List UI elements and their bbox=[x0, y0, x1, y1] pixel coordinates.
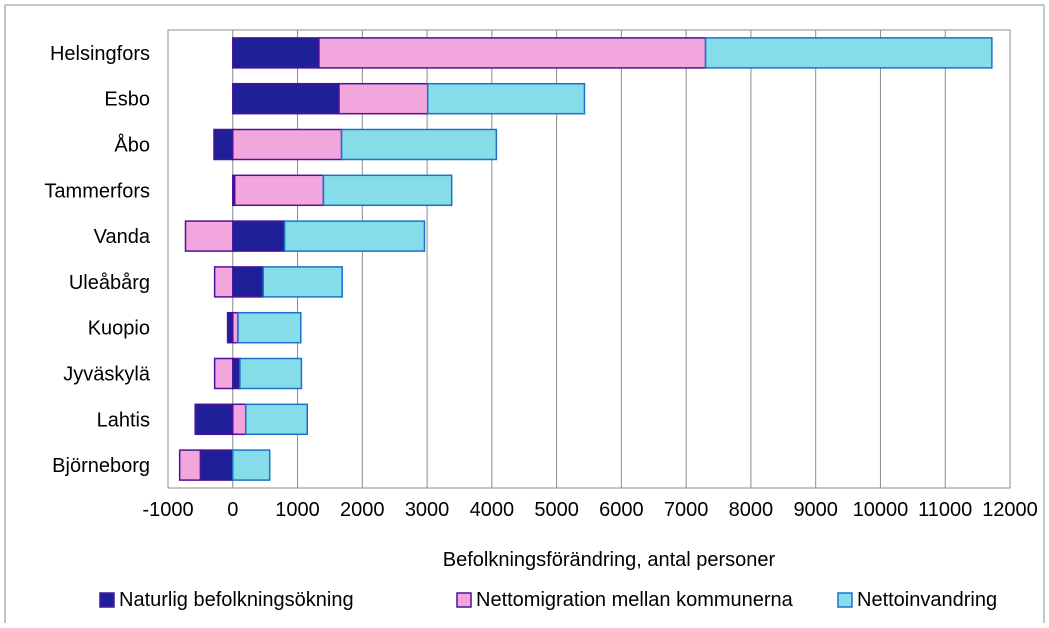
x-tick-label: 2000 bbox=[340, 499, 385, 521]
legend-label: Nettoinvandring bbox=[857, 589, 997, 611]
bars bbox=[178, 37, 993, 481]
bar-segment bbox=[233, 174, 325, 207]
legend: Naturlig befolkningsökning Nettomigration… bbox=[99, 589, 997, 611]
bar-segment bbox=[340, 128, 498, 161]
x-tick-label: 7000 bbox=[664, 499, 709, 521]
legend-swatch bbox=[99, 592, 115, 608]
x-tick-label: 11000 bbox=[918, 499, 972, 521]
bar-segment bbox=[262, 266, 343, 298]
bar-segment bbox=[426, 82, 586, 115]
x-tick-label: 1000 bbox=[275, 499, 320, 521]
x-tick-label: 4000 bbox=[470, 499, 515, 521]
bar-segment bbox=[232, 128, 343, 161]
category-label: Uleåbårg bbox=[69, 272, 150, 294]
x-tick-label: 0 bbox=[227, 499, 238, 521]
bar-segment bbox=[237, 311, 302, 344]
bar-segment bbox=[232, 220, 286, 252]
bar-segment bbox=[213, 128, 234, 161]
category-label: Vanda bbox=[94, 226, 151, 248]
bar-segment bbox=[232, 82, 340, 115]
bar-segment bbox=[338, 82, 429, 115]
bar-segment bbox=[232, 357, 241, 390]
bar-segment bbox=[318, 37, 707, 69]
x-tick-labels: -1000 0 1000 2000 3000 4000 5000 6000 7000 8000 90… bbox=[142, 499, 1037, 521]
x-tick-label: 9000 bbox=[793, 499, 838, 521]
category-labels: Helsingfors Esbo Åbo Tammerfors Vanda Uleåbår… bbox=[44, 43, 150, 477]
bar-segment bbox=[232, 37, 320, 69]
bar-segment bbox=[322, 174, 453, 207]
bar-segment bbox=[244, 403, 309, 436]
category-label: Esbo bbox=[104, 89, 150, 111]
category-label: Åbo bbox=[114, 134, 150, 157]
bar-segment bbox=[199, 449, 234, 481]
category-label: Helsingfors bbox=[50, 43, 150, 65]
x-tick-label: 12000 bbox=[982, 499, 1038, 521]
x-tick-label: 5000 bbox=[534, 499, 579, 521]
bar-segment bbox=[704, 37, 993, 69]
bar-segment bbox=[232, 449, 271, 481]
bar-segment bbox=[178, 449, 202, 481]
gridlines bbox=[167, 30, 1011, 488]
x-tick-label: 10000 bbox=[853, 499, 909, 521]
bar-segment bbox=[194, 403, 234, 436]
bar-segment bbox=[239, 357, 303, 390]
legend-swatch bbox=[837, 592, 853, 608]
bar-segment bbox=[184, 220, 234, 252]
bar-segment bbox=[213, 357, 234, 390]
category-label: Tammerfors bbox=[44, 180, 150, 202]
x-tick-label: 8000 bbox=[729, 499, 774, 521]
bar-segment bbox=[226, 311, 234, 344]
legend-label: Naturlig befolkningsökning bbox=[119, 589, 354, 611]
legend-swatch bbox=[456, 592, 472, 608]
category-label: Jyväskylä bbox=[63, 364, 151, 386]
bar-segment bbox=[283, 220, 426, 252]
bar-segment bbox=[232, 403, 247, 436]
bar-segment bbox=[232, 266, 264, 298]
bar-segment bbox=[232, 311, 239, 344]
x-tick-label: -1000 bbox=[142, 499, 193, 521]
bar-segment bbox=[213, 266, 234, 298]
x-axis-title: Befolkningsförändring, antal personer bbox=[443, 549, 776, 571]
x-tick-label: 6000 bbox=[599, 499, 644, 521]
category-label: Lahtis bbox=[97, 409, 150, 431]
x-tick-label: 3000 bbox=[405, 499, 450, 521]
category-label: Kuopio bbox=[88, 318, 150, 340]
category-label: Björneborg bbox=[52, 455, 150, 477]
legend-label: Nettomigration mellan kommunerna bbox=[476, 589, 794, 611]
